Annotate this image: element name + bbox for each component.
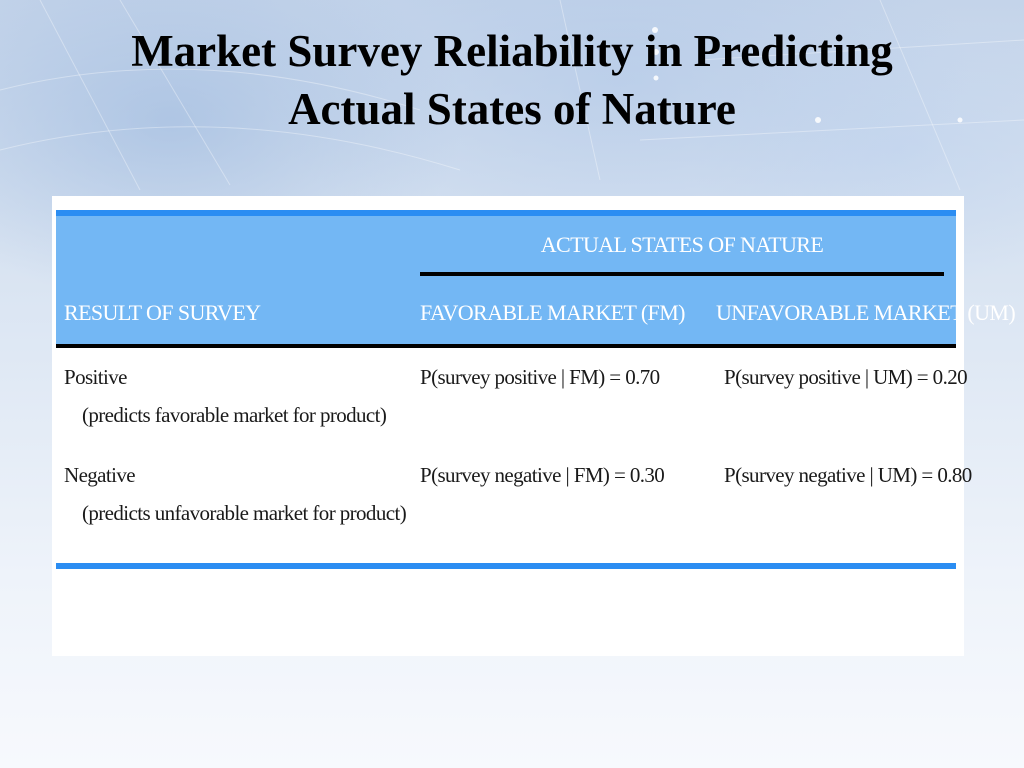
row-label-note: (predicts favorable market for product) (82, 403, 387, 427)
table-bottom-rule (56, 563, 956, 569)
table-row-positive: Positive (predicts favorable market for … (56, 358, 968, 454)
reliability-table: ACTUAL STATES OF NATURE RESULT OF SURVEY… (56, 210, 1016, 569)
table-header: ACTUAL STATES OF NATURE RESULT OF SURVEY… (56, 216, 1016, 344)
row-label-title: Positive (64, 365, 127, 389)
cell-negative-fm: P(survey negative | FM) = 0.30 (420, 463, 665, 487)
slide-title: Market Survey Reliability in Predicting … (0, 22, 1024, 138)
reliability-table-card: ACTUAL STATES OF NATURE RESULT OF SURVEY… (52, 196, 1016, 656)
slide-title-line-2: Actual States of Nature (288, 84, 736, 134)
row-label: Positive (predicts favorable market for … (64, 358, 387, 434)
cell-negative-um: P(survey negative | UM) = 0.80 (724, 463, 972, 487)
row-label: Negative (predicts unfavorable market fo… (64, 456, 407, 532)
table-row-negative: Negative (predicts unfavorable market fo… (56, 456, 972, 552)
cell-positive-um: P(survey positive | UM) = 0.20 (724, 365, 968, 389)
table-body: Positive (predicts favorable market for … (56, 348, 972, 563)
column-header-favorable-market: FAVORABLE MARKET (FM) (420, 300, 685, 325)
slide-title-line-1: Market Survey Reliability in Predicting (131, 26, 893, 76)
table-top-rule (56, 210, 956, 216)
column-header-result-of-survey: RESULT OF SURVEY (64, 300, 261, 325)
group-header-actual-states: ACTUAL STATES OF NATURE (540, 232, 824, 257)
column-header-unfavorable-market: UNFAVORABLE MARKET (UM) (716, 300, 1016, 325)
group-header-rule (420, 272, 944, 276)
cell-positive-fm: P(survey positive | FM) = 0.70 (420, 365, 660, 389)
header-bottom-rule (56, 344, 956, 348)
row-label-title: Negative (64, 463, 136, 487)
row-label-note: (predicts unfavorable market for product… (82, 501, 407, 525)
